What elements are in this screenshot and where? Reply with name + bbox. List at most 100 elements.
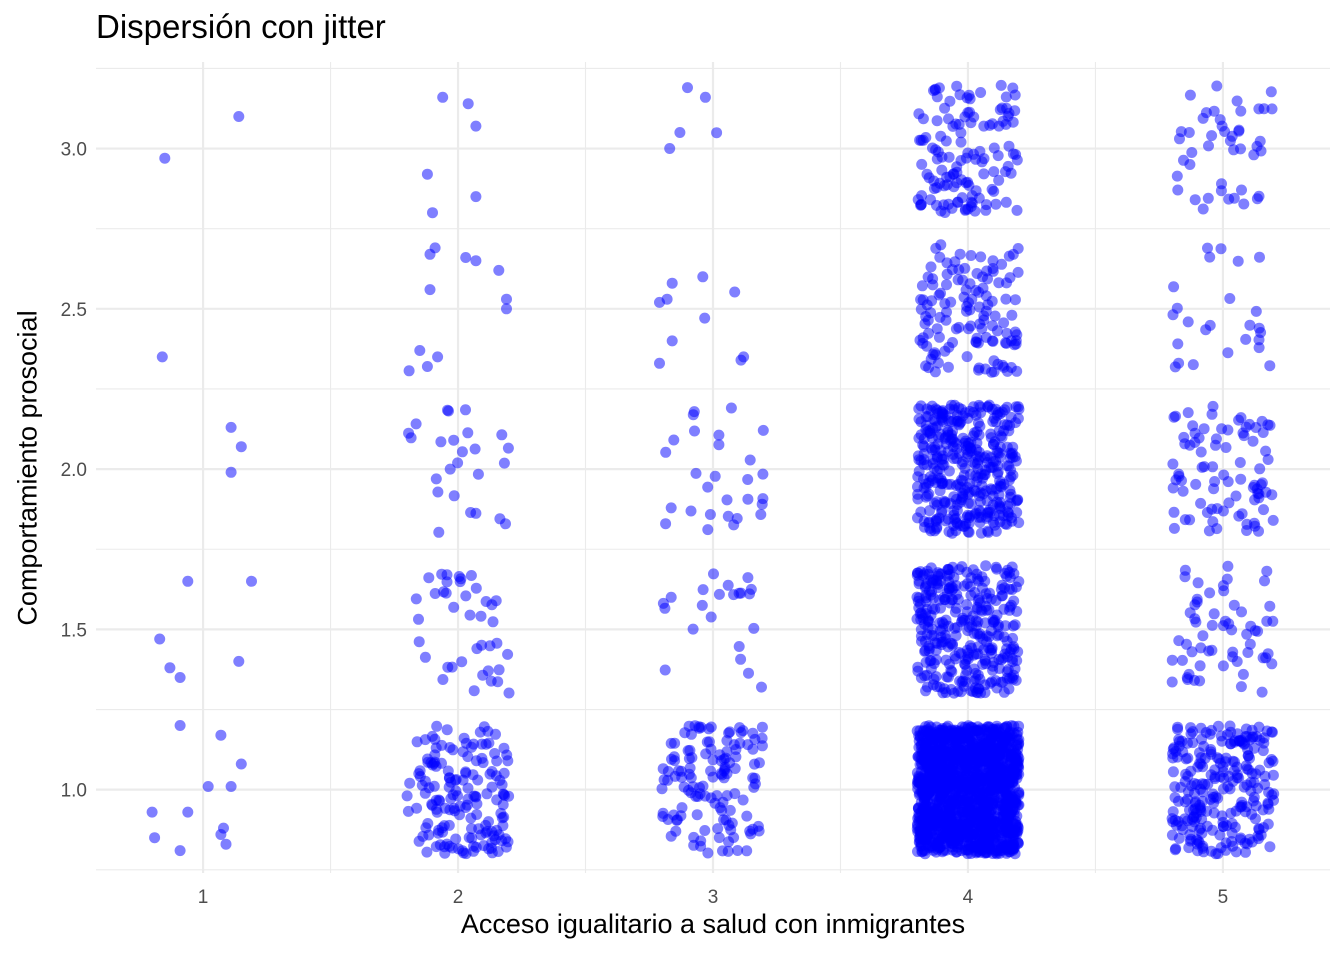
data-point bbox=[687, 623, 699, 635]
y-tick-label: 2.0 bbox=[61, 460, 87, 481]
data-point bbox=[202, 781, 214, 792]
data-point bbox=[981, 630, 993, 642]
data-point bbox=[1199, 778, 1211, 790]
data-point bbox=[702, 524, 714, 536]
data-point bbox=[1008, 751, 1020, 762]
data-point bbox=[1191, 596, 1203, 608]
data-point bbox=[756, 498, 768, 510]
data-point bbox=[1222, 347, 1234, 359]
data-point bbox=[965, 468, 976, 480]
data-point bbox=[958, 580, 970, 592]
data-point bbox=[481, 825, 493, 837]
data-point bbox=[1261, 565, 1273, 577]
data-point bbox=[912, 665, 924, 677]
data-point bbox=[1212, 792, 1224, 804]
data-point bbox=[1009, 294, 1021, 306]
data-point bbox=[502, 755, 514, 767]
data-point bbox=[1223, 193, 1235, 205]
x-tick-label: 2 bbox=[453, 887, 464, 908]
data-point bbox=[702, 481, 714, 493]
data-point bbox=[483, 816, 494, 828]
data-point bbox=[1228, 599, 1240, 611]
data-point bbox=[939, 102, 951, 114]
data-point bbox=[464, 609, 476, 621]
data-point bbox=[712, 823, 724, 835]
data-point bbox=[1240, 333, 1252, 345]
data-point bbox=[955, 686, 967, 698]
data-point bbox=[480, 738, 492, 750]
data-point bbox=[679, 727, 691, 739]
data-point bbox=[462, 427, 474, 439]
data-point bbox=[1232, 255, 1244, 267]
data-point bbox=[1206, 619, 1218, 631]
data-point bbox=[918, 454, 930, 466]
data-point bbox=[1011, 605, 1023, 617]
data-point bbox=[1200, 107, 1212, 119]
data-point bbox=[1235, 681, 1247, 693]
data-point bbox=[713, 439, 725, 451]
data-point bbox=[419, 651, 431, 663]
data-point bbox=[1206, 130, 1218, 142]
data-point bbox=[965, 498, 977, 510]
data-point bbox=[1224, 293, 1236, 304]
data-point bbox=[443, 405, 454, 417]
data-point bbox=[436, 568, 448, 580]
data-point bbox=[690, 467, 702, 479]
data-point bbox=[1173, 470, 1185, 482]
data-point bbox=[917, 788, 929, 800]
data-point bbox=[1008, 761, 1020, 773]
data-point bbox=[914, 608, 926, 620]
data-point bbox=[1262, 818, 1274, 830]
y-tick-label: 1.0 bbox=[61, 781, 87, 802]
data-point bbox=[1168, 281, 1180, 293]
data-point bbox=[729, 286, 741, 298]
data-point bbox=[683, 753, 695, 765]
data-point bbox=[1266, 658, 1278, 670]
data-point bbox=[1184, 89, 1196, 101]
data-point bbox=[939, 345, 951, 357]
data-point bbox=[465, 507, 477, 518]
data-point bbox=[966, 829, 978, 841]
data-point bbox=[1249, 625, 1261, 637]
data-point bbox=[423, 572, 435, 584]
data-point bbox=[462, 98, 474, 110]
data-point bbox=[982, 526, 994, 538]
data-point bbox=[999, 582, 1011, 594]
data-point bbox=[1230, 490, 1242, 502]
data-point bbox=[930, 242, 942, 254]
data-point bbox=[424, 284, 436, 296]
data-point bbox=[430, 841, 442, 853]
data-point bbox=[665, 502, 677, 514]
data-point bbox=[658, 774, 670, 786]
data-point bbox=[953, 321, 965, 333]
data-point bbox=[979, 687, 991, 699]
axis-tick-labels: 1.0 1.5 2.0 2.5 3.0 1 2 3 4 5 bbox=[61, 140, 1229, 908]
data-point bbox=[1204, 319, 1216, 331]
data-point bbox=[717, 845, 728, 857]
data-point bbox=[931, 115, 943, 127]
data-point bbox=[973, 362, 985, 374]
data-point bbox=[940, 654, 952, 666]
data-point bbox=[952, 196, 964, 208]
data-point bbox=[1005, 807, 1017, 819]
data-point bbox=[1231, 656, 1243, 667]
data-point bbox=[981, 750, 993, 762]
data-point bbox=[687, 781, 699, 793]
data-point bbox=[1263, 757, 1275, 769]
data-point bbox=[996, 258, 1008, 270]
data-point bbox=[1214, 114, 1226, 126]
data-point bbox=[957, 728, 969, 740]
data-point bbox=[741, 845, 753, 857]
data-point bbox=[1182, 786, 1194, 798]
data-point bbox=[925, 353, 937, 365]
data-point bbox=[491, 637, 503, 649]
data-point bbox=[493, 264, 505, 276]
data-point bbox=[747, 823, 759, 835]
data-point bbox=[961, 762, 973, 774]
data-point bbox=[982, 721, 994, 732]
data-point bbox=[928, 175, 940, 187]
data-point bbox=[935, 130, 947, 142]
data-point bbox=[957, 614, 969, 626]
data-point bbox=[1216, 423, 1228, 435]
